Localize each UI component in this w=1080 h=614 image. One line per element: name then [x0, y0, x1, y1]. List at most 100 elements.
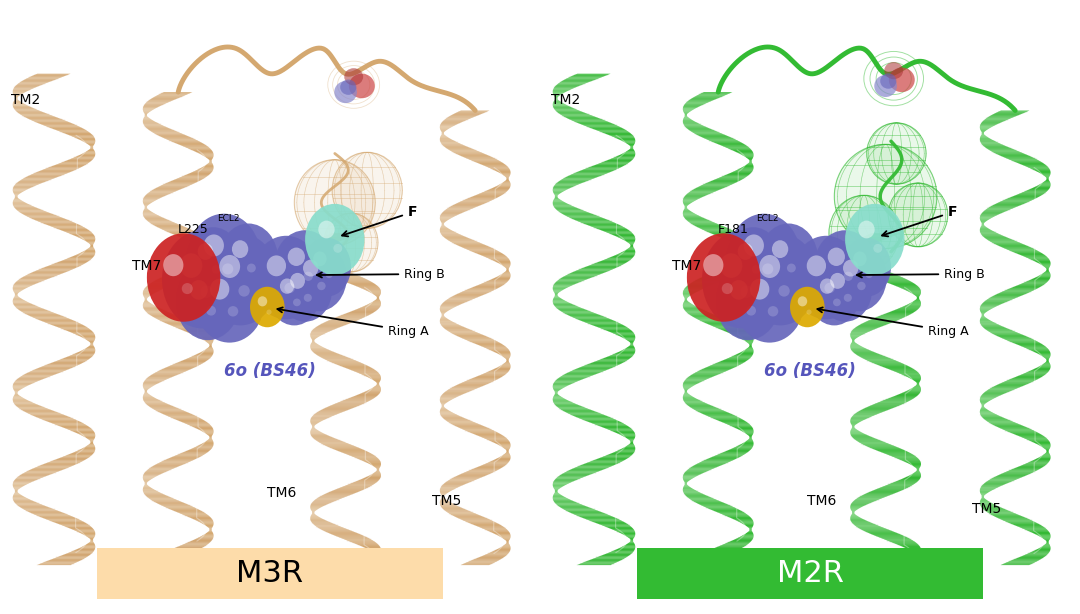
Polygon shape — [453, 295, 483, 296]
Polygon shape — [442, 326, 463, 327]
Polygon shape — [322, 272, 352, 273]
Polygon shape — [166, 508, 198, 509]
Polygon shape — [719, 176, 747, 177]
Polygon shape — [355, 309, 378, 310]
Polygon shape — [441, 488, 458, 489]
Polygon shape — [161, 505, 192, 507]
Polygon shape — [596, 523, 627, 524]
Polygon shape — [144, 492, 162, 494]
Polygon shape — [152, 500, 181, 502]
Polygon shape — [902, 392, 920, 393]
Polygon shape — [311, 510, 316, 511]
Polygon shape — [721, 330, 748, 331]
Polygon shape — [750, 160, 752, 161]
Polygon shape — [851, 418, 869, 419]
Polygon shape — [859, 496, 887, 497]
Polygon shape — [346, 282, 374, 283]
Polygon shape — [489, 279, 510, 280]
Polygon shape — [143, 212, 154, 213]
Polygon shape — [876, 450, 906, 451]
Polygon shape — [462, 338, 494, 340]
Polygon shape — [556, 478, 582, 479]
Polygon shape — [599, 162, 630, 163]
Polygon shape — [210, 529, 212, 530]
Polygon shape — [450, 296, 481, 297]
Polygon shape — [55, 326, 87, 327]
Polygon shape — [37, 417, 72, 418]
Polygon shape — [373, 380, 380, 381]
Polygon shape — [45, 421, 81, 422]
Polygon shape — [191, 448, 213, 449]
Polygon shape — [71, 157, 94, 158]
Polygon shape — [893, 567, 918, 569]
Polygon shape — [700, 369, 731, 370]
Polygon shape — [498, 535, 511, 537]
Polygon shape — [568, 413, 604, 414]
Polygon shape — [184, 451, 210, 452]
Polygon shape — [495, 443, 511, 444]
Polygon shape — [1002, 290, 1034, 292]
Polygon shape — [740, 430, 754, 432]
Polygon shape — [188, 424, 211, 426]
Polygon shape — [441, 134, 446, 136]
Polygon shape — [471, 524, 501, 525]
Polygon shape — [915, 467, 920, 468]
Polygon shape — [440, 489, 456, 490]
Polygon shape — [158, 319, 189, 321]
Polygon shape — [1015, 376, 1043, 377]
Polygon shape — [315, 241, 341, 242]
Polygon shape — [553, 389, 562, 390]
Polygon shape — [685, 310, 706, 311]
Polygon shape — [553, 303, 571, 304]
Polygon shape — [1035, 277, 1051, 278]
Polygon shape — [143, 305, 154, 306]
Polygon shape — [210, 252, 212, 254]
Polygon shape — [702, 368, 733, 369]
Polygon shape — [553, 204, 571, 206]
Polygon shape — [202, 432, 214, 433]
Polygon shape — [144, 389, 149, 390]
Polygon shape — [14, 96, 19, 97]
Polygon shape — [17, 476, 45, 478]
Polygon shape — [915, 472, 920, 473]
Ellipse shape — [807, 255, 826, 276]
Polygon shape — [715, 547, 744, 548]
Polygon shape — [555, 491, 557, 492]
Polygon shape — [16, 281, 44, 282]
Polygon shape — [17, 279, 48, 281]
Polygon shape — [174, 419, 203, 420]
Polygon shape — [685, 206, 687, 208]
Polygon shape — [187, 450, 211, 451]
Polygon shape — [310, 432, 322, 433]
Polygon shape — [143, 479, 152, 480]
Polygon shape — [312, 340, 314, 341]
Polygon shape — [1021, 255, 1047, 256]
Polygon shape — [980, 231, 996, 232]
Polygon shape — [328, 233, 360, 235]
Polygon shape — [716, 362, 744, 363]
Polygon shape — [553, 401, 572, 402]
Polygon shape — [442, 404, 445, 405]
Polygon shape — [310, 247, 325, 249]
Polygon shape — [553, 188, 570, 189]
Polygon shape — [1022, 282, 1047, 284]
Polygon shape — [1017, 526, 1044, 527]
Polygon shape — [453, 477, 482, 478]
Polygon shape — [685, 472, 706, 473]
Polygon shape — [443, 145, 465, 146]
Polygon shape — [176, 362, 204, 363]
Polygon shape — [744, 340, 754, 341]
Polygon shape — [727, 332, 751, 333]
Polygon shape — [206, 164, 213, 165]
Polygon shape — [692, 281, 720, 282]
Polygon shape — [442, 497, 444, 498]
Polygon shape — [872, 490, 903, 491]
Polygon shape — [332, 534, 362, 535]
Polygon shape — [982, 313, 985, 314]
Polygon shape — [441, 222, 445, 223]
Polygon shape — [326, 532, 356, 533]
Polygon shape — [580, 562, 617, 564]
Polygon shape — [851, 256, 856, 257]
Polygon shape — [685, 494, 705, 495]
Polygon shape — [147, 470, 172, 471]
